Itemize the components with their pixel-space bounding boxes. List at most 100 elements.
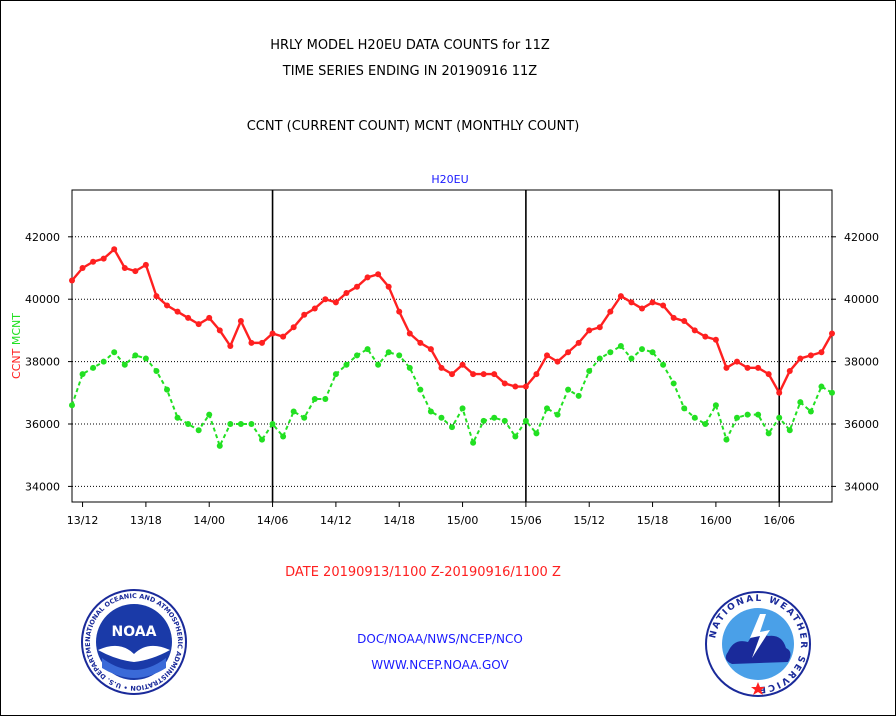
data-point-mcnt: [311, 396, 318, 403]
data-point-ccnt: [364, 274, 371, 281]
data-point-mcnt: [491, 414, 498, 421]
data-point-mcnt: [259, 436, 265, 443]
y-tick-label-right: 40000: [844, 293, 879, 306]
data-point-mcnt: [69, 402, 75, 409]
x-tick-label: 15/18: [637, 514, 669, 527]
website-link[interactable]: WWW.NCEP.NOAA.GOV: [371, 658, 509, 672]
data-point-mcnt: [797, 399, 804, 406]
data-point-ccnt: [259, 339, 265, 346]
data-point-mcnt: [216, 442, 223, 449]
data-point-ccnt: [734, 358, 740, 365]
data-point-ccnt: [681, 318, 688, 325]
y-tick-label-left: 36000: [25, 418, 60, 431]
data-point-mcnt: [807, 408, 814, 415]
data-point-mcnt: [628, 355, 635, 362]
data-point-mcnt: [512, 433, 519, 440]
data-point-ccnt: [111, 246, 118, 253]
data-point-mcnt: [544, 405, 550, 412]
data-point-mcnt: [681, 405, 688, 412]
data-point-mcnt: [332, 371, 339, 378]
data-point-ccnt: [575, 339, 582, 346]
data-point-ccnt: [396, 308, 403, 315]
y-axis-label: CCNT MCNT: [10, 313, 23, 379]
data-point-mcnt: [153, 367, 160, 374]
data-point-mcnt: [195, 427, 202, 434]
data-point-mcnt: [554, 411, 561, 418]
y-axis-label-mcnt: MCNT: [10, 313, 23, 349]
data-point-mcnt: [734, 414, 740, 421]
data-point-mcnt: [185, 421, 192, 427]
y-tick-label-right: 36000: [844, 418, 879, 431]
data-point-mcnt: [427, 408, 434, 415]
data-point-mcnt: [470, 439, 477, 446]
data-point-ccnt: [522, 383, 529, 390]
x-tick-label: 14/06: [257, 514, 289, 527]
data-point-mcnt: [712, 402, 719, 409]
data-point-ccnt: [755, 364, 762, 371]
data-point-ccnt: [237, 318, 244, 325]
data-point-ccnt: [501, 380, 508, 387]
data-point-ccnt: [406, 330, 413, 337]
data-point-mcnt: [670, 380, 677, 387]
data-point-ccnt: [343, 289, 350, 296]
data-point-mcnt: [406, 364, 413, 371]
data-point-mcnt: [174, 414, 181, 421]
data-point-ccnt: [628, 299, 635, 306]
data-point-ccnt: [829, 330, 835, 337]
data-point-ccnt: [459, 361, 466, 368]
data-point-ccnt: [248, 339, 255, 346]
data-point-mcnt: [786, 427, 793, 434]
data-point-mcnt: [723, 436, 730, 443]
y-tick-label-right: 38000: [844, 356, 879, 369]
data-point-mcnt: [90, 364, 97, 371]
y-tick-label-left: 34000: [25, 480, 60, 493]
data-point-ccnt: [765, 371, 772, 378]
data-point-mcnt: [776, 414, 783, 421]
data-point-ccnt: [427, 346, 434, 353]
data-point-mcnt: [449, 424, 455, 431]
data-point-mcnt: [829, 389, 835, 396]
data-point-ccnt: [702, 333, 709, 340]
doc-label: DOC/NOAA/NWS/NCEP/NCO: [357, 632, 523, 646]
data-point-mcnt: [79, 371, 86, 378]
data-point-ccnt: [639, 305, 645, 312]
data-point-ccnt: [227, 343, 234, 349]
data-point-mcnt: [269, 421, 276, 427]
chart-header-line-2: TIME SERIES ENDING IN 20190916 11Z: [282, 64, 538, 79]
data-point-mcnt: [142, 355, 149, 362]
data-point-ccnt: [185, 314, 192, 321]
data-point-mcnt: [164, 386, 170, 393]
data-point-ccnt: [417, 339, 424, 346]
data-point-ccnt: [818, 349, 825, 356]
data-point-mcnt: [649, 349, 656, 356]
data-point-ccnt: [153, 293, 160, 300]
chart-title: H20EU: [431, 173, 469, 186]
data-point-ccnt: [512, 383, 519, 390]
chart-header-line-1: HRLY MODEL H20EU DATA COUNTS for 11Z: [270, 38, 550, 53]
data-point-mcnt: [438, 414, 445, 421]
data-point-ccnt: [491, 371, 498, 378]
nws-logo: NATIONAL WEATHER SERVICE: [705, 591, 811, 697]
data-point-ccnt: [280, 333, 287, 340]
data-point-ccnt: [533, 371, 540, 378]
x-tick-label: 15/06: [510, 514, 542, 527]
noaa-logo: NATIONAL OCEANIC AND ATMOSPHERIC ADMINIS…: [80, 588, 187, 695]
data-point-mcnt: [617, 343, 624, 349]
data-point-mcnt: [280, 433, 287, 440]
chart-header-line-3: CCNT (CURRENT COUNT) MCNT (MONTHLY COUNT…: [246, 119, 580, 134]
data-point-ccnt: [786, 367, 793, 374]
data-point-mcnt: [522, 417, 529, 424]
data-point-mcnt: [301, 414, 308, 421]
x-tick-label: 15/12: [573, 514, 605, 527]
y-tick-label-right: 42000: [844, 231, 879, 244]
date-range-label: DATE 20190913/1100 Z-20190916/1100 Z: [285, 565, 561, 580]
data-point-ccnt: [586, 327, 593, 334]
data-point-mcnt: [100, 358, 107, 365]
data-point-mcnt: [744, 411, 751, 418]
data-point-ccnt: [660, 302, 667, 309]
data-point-ccnt: [744, 364, 751, 371]
data-point-ccnt: [216, 327, 223, 334]
data-point-mcnt: [343, 361, 350, 368]
data-point-ccnt: [100, 255, 107, 262]
y-axis-label-ccnt: CCNT: [10, 348, 23, 379]
